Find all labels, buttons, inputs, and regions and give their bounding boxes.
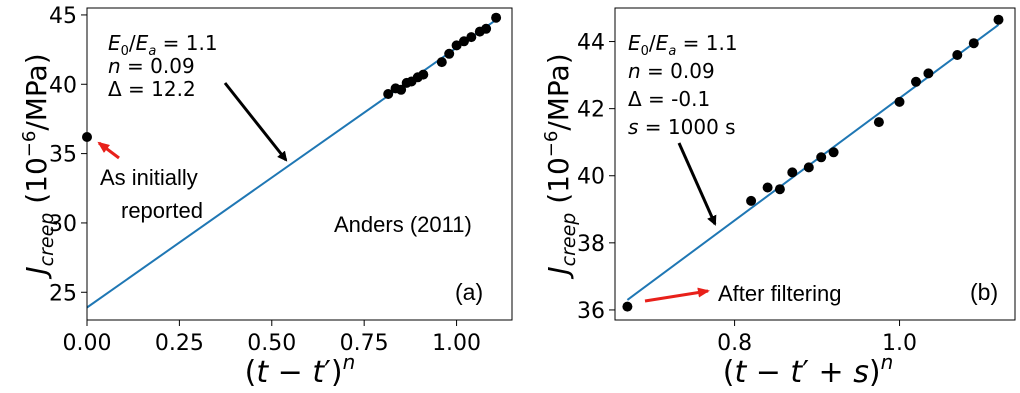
panel-a-data-point bbox=[396, 84, 407, 95]
panel-b-data-point bbox=[923, 68, 934, 79]
panel-a-data-point bbox=[491, 12, 502, 23]
panel-b-data-point bbox=[787, 167, 798, 178]
panel-b-param-n: n = 0.09 bbox=[628, 59, 715, 83]
panel-a-data-point bbox=[481, 23, 492, 34]
panel-a-param-ratio: E0/Ea = 1.1 bbox=[108, 31, 218, 59]
panel-b-param-ratio: E0/Ea = 1.1 bbox=[628, 31, 738, 59]
panel-a-axes-frame bbox=[86, 7, 513, 321]
panel-b-data-point bbox=[894, 96, 905, 107]
panel-b-y-tick-label: 44 bbox=[577, 31, 605, 56]
panel-b-param-s: s = 1000 s bbox=[628, 115, 736, 139]
panel-b: 0.8 1.0 36 38 40 42 44 Jcreep (10−6/MPa) (t −… bbox=[541, 7, 1016, 390]
panel-b-x-tick-label: 1.0 bbox=[882, 331, 917, 356]
panel-b-y-tick-label: 38 bbox=[577, 232, 605, 257]
panel-b-data-point bbox=[873, 117, 884, 128]
panel-b-annotation-filtering: After filtering bbox=[718, 281, 842, 306]
panel-b-param-delta: Δ = -0.1 bbox=[628, 87, 710, 111]
panel-b-data-point bbox=[746, 195, 757, 206]
panel-a-annotation-source: Anders (2011) bbox=[334, 212, 472, 237]
panel-a-x-tick-label: 0.00 bbox=[63, 331, 112, 356]
panel-b-x-ticks: 0.8 1.0 bbox=[717, 320, 917, 356]
panel-b-fit-line bbox=[626, 23, 1000, 301]
panel-b-data-point bbox=[968, 38, 979, 49]
panel-a-fit-line bbox=[86, 18, 498, 309]
panel-b-series-lines bbox=[626, 23, 1000, 301]
panel-a-data-point bbox=[418, 69, 429, 80]
panel-a-x-tick-label: 0.25 bbox=[155, 331, 204, 356]
panel-b-red-arrow bbox=[644, 287, 710, 303]
panel-a: 0.00 0.25 0.50 0.75 1.00 25 30 35 40 45 Jcreep (… bbox=[19, 4, 513, 390]
panel-b-data-point bbox=[911, 76, 921, 87]
panel-b-y-axis-label: Jcreep (10−6/MPa) bbox=[541, 53, 580, 279]
panel-b-y-ticks: 36 38 40 42 44 bbox=[577, 31, 615, 324]
panel-a-x-axis-label: (t − t′)n bbox=[245, 350, 356, 388]
panel-a-annotation-initial: As initially bbox=[100, 165, 198, 190]
panel-a-y-axis-label: Jcreep (10−6/MPa) bbox=[19, 53, 58, 279]
panel-a-x-ticks: 0.00 0.25 0.50 0.75 1.00 bbox=[63, 320, 481, 356]
panel-b-y-tick-label: 42 bbox=[577, 98, 605, 123]
panel-b-data-point bbox=[828, 147, 839, 158]
panel-b-x-tick-label: 0.8 bbox=[717, 331, 752, 356]
panel-b-data-point bbox=[803, 162, 814, 173]
panel-b-data-point bbox=[762, 182, 773, 193]
panel-b-y-tick-label: 40 bbox=[577, 165, 605, 190]
panel-b-black-arrow bbox=[677, 142, 717, 226]
panel-a-y-tick-label: 45 bbox=[49, 4, 77, 29]
panel-a-param-n: n = 0.09 bbox=[108, 54, 195, 78]
panel-a-label: (a) bbox=[455, 279, 483, 305]
panel-a-data-point bbox=[383, 89, 394, 99]
panel-a-data-points bbox=[82, 12, 502, 142]
panel-a-data-point bbox=[451, 40, 462, 51]
panel-b-y-tick-label: 36 bbox=[577, 299, 605, 324]
panel-a-data-point bbox=[444, 48, 455, 59]
panel-a-y-tick-label: 40 bbox=[49, 73, 77, 98]
panel-b-data-point bbox=[816, 152, 827, 163]
panel-a-data-point bbox=[459, 36, 469, 47]
panel-a-data-point bbox=[436, 57, 447, 68]
panel-b-data-point bbox=[622, 301, 633, 312]
panel-a-annotation-reported: reported bbox=[121, 198, 203, 223]
panel-a-y-ticks: 25 30 35 40 45 bbox=[49, 4, 87, 306]
panel-a-y-tick-label: 35 bbox=[49, 143, 77, 168]
panel-a-series-lines bbox=[86, 18, 498, 309]
panel-b-data-point bbox=[993, 14, 1004, 25]
panel-a-red-arrow bbox=[97, 141, 120, 160]
panel-a-param-delta: Δ = 12.2 bbox=[108, 77, 196, 101]
panel-a-y-tick-label: 25 bbox=[49, 281, 77, 306]
panel-b-x-axis-label: (t − t′ + s)n bbox=[723, 350, 894, 388]
panel-b-axes-frame bbox=[614, 7, 1016, 321]
panel-a-x-tick-label: 0.50 bbox=[247, 331, 296, 356]
panel-b-data-points bbox=[622, 14, 1004, 312]
panel-a-x-tick-label: 1.00 bbox=[432, 331, 481, 356]
panel-a-x-tick-label: 0.75 bbox=[340, 331, 389, 356]
panel-b-data-point bbox=[774, 184, 785, 195]
panel-a-data-point bbox=[466, 32, 477, 43]
panel-a-y-tick-label: 30 bbox=[49, 212, 77, 237]
panel-a-black-arrow bbox=[223, 82, 288, 162]
panel-b-data-point bbox=[952, 50, 963, 60]
panel-b-label: (b) bbox=[970, 279, 998, 305]
